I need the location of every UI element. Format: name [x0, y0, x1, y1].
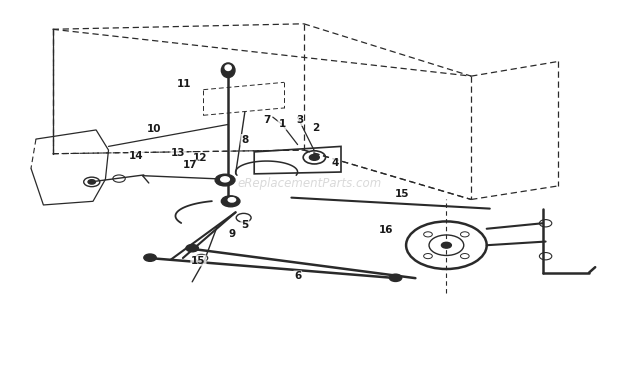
Text: 2: 2 [312, 123, 320, 133]
Text: eReplacementParts.com: eReplacementParts.com [238, 176, 382, 190]
Ellipse shape [221, 63, 235, 78]
Text: 12: 12 [192, 153, 207, 164]
Circle shape [221, 196, 240, 207]
Text: 13: 13 [171, 148, 186, 158]
Circle shape [88, 180, 95, 184]
Circle shape [186, 244, 198, 252]
Circle shape [215, 174, 235, 186]
Circle shape [389, 274, 402, 281]
Circle shape [309, 154, 319, 160]
Text: 4: 4 [331, 158, 339, 168]
Text: 17: 17 [183, 160, 198, 171]
Text: 14: 14 [129, 151, 144, 161]
Text: 1: 1 [278, 119, 286, 130]
Circle shape [144, 254, 156, 261]
Text: 15: 15 [394, 189, 409, 199]
Text: 3: 3 [296, 115, 303, 125]
Text: 6: 6 [294, 271, 301, 281]
Text: 11: 11 [177, 79, 192, 89]
Text: 15: 15 [191, 255, 206, 266]
Circle shape [441, 242, 451, 248]
Circle shape [221, 177, 229, 182]
Text: 16: 16 [378, 225, 393, 235]
Circle shape [228, 198, 236, 202]
Text: 7: 7 [263, 115, 270, 125]
Text: 8: 8 [241, 135, 249, 145]
Text: 5: 5 [241, 220, 249, 230]
Text: 9: 9 [229, 229, 236, 239]
Text: 10: 10 [146, 124, 161, 134]
Ellipse shape [225, 65, 231, 71]
